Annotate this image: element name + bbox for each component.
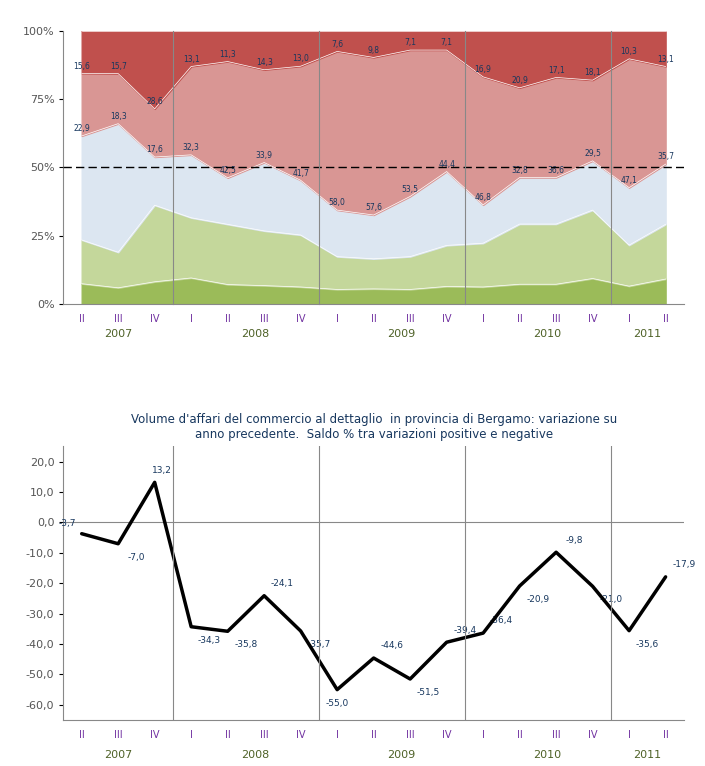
Text: 2008: 2008 (241, 329, 269, 339)
Text: 41,7: 41,7 (293, 169, 309, 178)
Text: 2009: 2009 (387, 329, 415, 339)
Text: 35,7: 35,7 (657, 152, 674, 162)
Text: 17,1: 17,1 (548, 66, 565, 74)
Text: -35,8: -35,8 (234, 640, 257, 650)
Text: 2011: 2011 (633, 329, 661, 339)
Text: 11,3: 11,3 (219, 50, 236, 59)
Text: 44,4: 44,4 (438, 160, 455, 169)
Text: 7,1: 7,1 (404, 38, 416, 47)
Text: -44,6: -44,6 (381, 641, 403, 650)
Text: 57,6: 57,6 (365, 203, 382, 212)
Text: 13,1: 13,1 (183, 54, 200, 64)
Text: 16,9: 16,9 (474, 65, 491, 74)
Text: 15,6: 15,6 (73, 61, 90, 70)
Text: 47,1: 47,1 (620, 176, 637, 185)
Text: 13,2: 13,2 (152, 466, 172, 475)
Text: -35,7: -35,7 (307, 640, 331, 649)
Text: 36,6: 36,6 (548, 165, 565, 175)
Text: -21,0: -21,0 (599, 595, 623, 604)
Text: 7,6: 7,6 (331, 40, 343, 49)
Text: 9,8: 9,8 (367, 46, 380, 54)
Text: 42,5: 42,5 (219, 166, 236, 175)
Text: -9,8: -9,8 (565, 535, 583, 545)
Text: 18,1: 18,1 (584, 68, 601, 77)
Text: 53,5: 53,5 (402, 185, 419, 194)
Text: 7,1: 7,1 (441, 38, 453, 47)
Text: 18,3: 18,3 (110, 112, 127, 121)
Text: -36,4: -36,4 (490, 617, 513, 626)
Text: 2008: 2008 (241, 750, 269, 760)
Text: 2009: 2009 (387, 750, 415, 760)
Text: 32,3: 32,3 (183, 143, 200, 152)
Text: 33,9: 33,9 (256, 151, 273, 160)
Text: 2010: 2010 (533, 750, 561, 760)
Text: -51,5: -51,5 (417, 688, 440, 697)
Text: -39,4: -39,4 (453, 626, 477, 634)
Text: 14,3: 14,3 (256, 58, 273, 67)
Text: 58,0: 58,0 (329, 198, 345, 208)
Text: -35,6: -35,6 (636, 640, 659, 649)
Text: 20,9: 20,9 (511, 76, 528, 85)
Title: Volume d'affari del commercio al dettaglio  in provincia di Bergamo: variazione : Volume d'affari del commercio al dettagl… (130, 413, 617, 441)
Text: -17,9: -17,9 (673, 560, 695, 569)
Text: -34,3: -34,3 (198, 636, 221, 645)
Text: 46,8: 46,8 (474, 193, 491, 202)
Text: -7,0: -7,0 (128, 553, 145, 562)
Text: 17,6: 17,6 (146, 146, 163, 154)
Text: -55,0: -55,0 (326, 699, 349, 708)
Text: 15,7: 15,7 (110, 62, 127, 71)
Text: 29,5: 29,5 (584, 149, 601, 158)
Text: -3,7: -3,7 (59, 519, 76, 528)
Text: 32,8: 32,8 (511, 165, 528, 175)
Text: 13,0: 13,0 (293, 54, 309, 64)
Text: 10,3: 10,3 (620, 47, 637, 56)
Text: 13,1: 13,1 (657, 54, 674, 64)
Text: -24,1: -24,1 (271, 579, 294, 588)
Text: -20,9: -20,9 (527, 595, 549, 604)
Text: 2007: 2007 (104, 329, 133, 339)
Text: 2007: 2007 (104, 750, 133, 760)
X-axis label: CCIAA BG: CCIAA BG (343, 764, 404, 766)
Text: 28,6: 28,6 (147, 97, 163, 106)
Text: 2010: 2010 (533, 329, 561, 339)
Text: 22,9: 22,9 (73, 124, 90, 133)
Text: 2011: 2011 (633, 750, 661, 760)
